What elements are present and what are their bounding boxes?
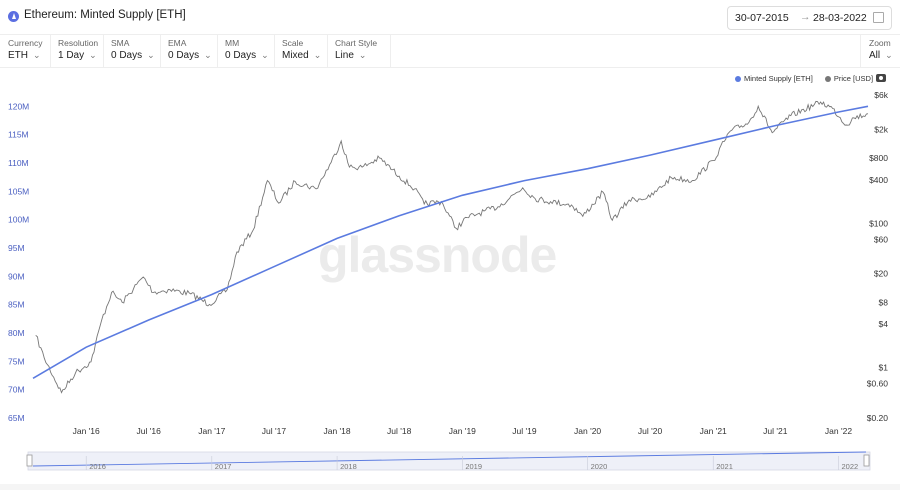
y-right-tick-label: $400 [869, 175, 888, 185]
navigator-handle-right [863, 454, 870, 467]
bottom-strip [0, 484, 900, 490]
legend-item-supply[interactable]: Minted Supply [ETH] [735, 74, 813, 83]
navigator-series-line [32, 451, 867, 467]
supply-series-line [32, 105, 869, 379]
y-right-tick-label: $6k [874, 90, 888, 100]
chart-style-select[interactable]: Chart Style Line [327, 35, 391, 67]
y-right-tick-label: $60 [874, 234, 888, 244]
y-left-tick-label: 115M [8, 130, 29, 140]
y-right-tick-label: $20 [874, 269, 888, 279]
price-series-line [35, 100, 869, 394]
y-left-tick-label: 65M [8, 413, 25, 423]
calendar-icon[interactable] [873, 12, 884, 23]
ethereum-icon [8, 11, 19, 22]
scale-select[interactable]: Scale Mixed [274, 35, 328, 67]
navigator-tick-label: 2021 [716, 462, 733, 471]
camera-icon[interactable] [876, 74, 886, 82]
x-tick-label: Jan '18 [323, 426, 350, 436]
y-right-tick-label: $100 [869, 218, 888, 228]
watermark: glassnode [318, 227, 557, 283]
y-left-tick-label: 110M [8, 158, 29, 168]
y-left-tick-label: 85M [8, 300, 25, 310]
resolution-select[interactable]: Resolution 1 Day [50, 35, 104, 67]
sma-select[interactable]: SMA 0 Days [103, 35, 161, 67]
x-tick-label: Jan '21 [700, 426, 727, 436]
navigator-handle-left [26, 454, 33, 467]
x-tick-label: Jan '22 [825, 426, 852, 436]
x-tick-label: Jan '16 [73, 426, 100, 436]
y-right-tick-label: $8 [879, 297, 889, 307]
x-tick-label: Jul '19 [512, 426, 537, 436]
chart-controls: Currency ETH Resolution 1 Day SMA 0 Days… [0, 34, 900, 68]
y-right-tick-label: $1 [879, 363, 889, 373]
y-right-tick-label: $800 [869, 153, 888, 163]
x-tick-label: Jul '16 [137, 426, 162, 436]
navigator-tick-label: 2018 [340, 462, 357, 471]
navigator-tick-label: 2022 [841, 462, 858, 471]
date-range-picker[interactable]: 30-07-2015 → 28-03-2022 [727, 6, 892, 30]
navigator-tick-label: 2019 [465, 462, 482, 471]
navigator-tick-label: 2020 [591, 462, 608, 471]
x-tick-label: Jul '21 [763, 426, 788, 436]
legend-dot [824, 76, 831, 83]
mm-select[interactable]: MM 0 Days [217, 35, 275, 67]
date-to[interactable]: 28-03-2022 [813, 12, 867, 24]
chart-title: Ethereum: Minted Supply [ETH] [24, 9, 186, 21]
y-right-tick-label: $4 [879, 319, 889, 329]
y-left-tick-label: 120M [8, 101, 29, 111]
date-from[interactable]: 30-07-2015 [735, 12, 789, 24]
chart-header: Ethereum: Minted Supply [ETH] 30-07-2015… [0, 0, 900, 34]
y-left-tick-label: 95M [8, 243, 25, 253]
x-tick-label: Jan '19 [449, 426, 476, 436]
x-tick-label: Jul '20 [638, 426, 663, 436]
y-left-tick-label: 90M [8, 271, 25, 281]
ema-select[interactable]: EMA 0 Days [160, 35, 218, 67]
y-left-tick-label: 70M [8, 385, 25, 395]
y-left-tick-label: 100M [8, 215, 29, 225]
navigator-tick-label: 2017 [215, 462, 232, 471]
currency-select[interactable]: Currency ETH [0, 35, 51, 67]
x-tick-label: Jan '17 [198, 426, 225, 436]
zoom-select[interactable]: Zoom All [860, 35, 900, 67]
navigator-tick-label: 2016 [89, 462, 106, 471]
x-tick-label: Jul '17 [262, 426, 287, 436]
legend-item-price[interactable]: Price [USD] [824, 74, 873, 83]
y-left-tick-label: 75M [8, 356, 25, 366]
y-left-tick-label: 105M [8, 186, 29, 196]
arrow-right-icon: → [800, 11, 811, 23]
x-tick-label: Jan '20 [574, 426, 601, 436]
y-right-tick-label: $0.20 [867, 413, 889, 423]
y-right-tick-label: $0.60 [867, 379, 889, 389]
y-left-tick-label: 80M [8, 328, 25, 338]
chart-legend: Minted Supply [ETH] Price [USD] [735, 74, 883, 83]
x-tick-label: Jul '18 [387, 426, 412, 436]
y-right-tick-label: $2k [874, 124, 888, 134]
legend-dot [735, 76, 741, 83]
navigator-track [27, 451, 871, 471]
